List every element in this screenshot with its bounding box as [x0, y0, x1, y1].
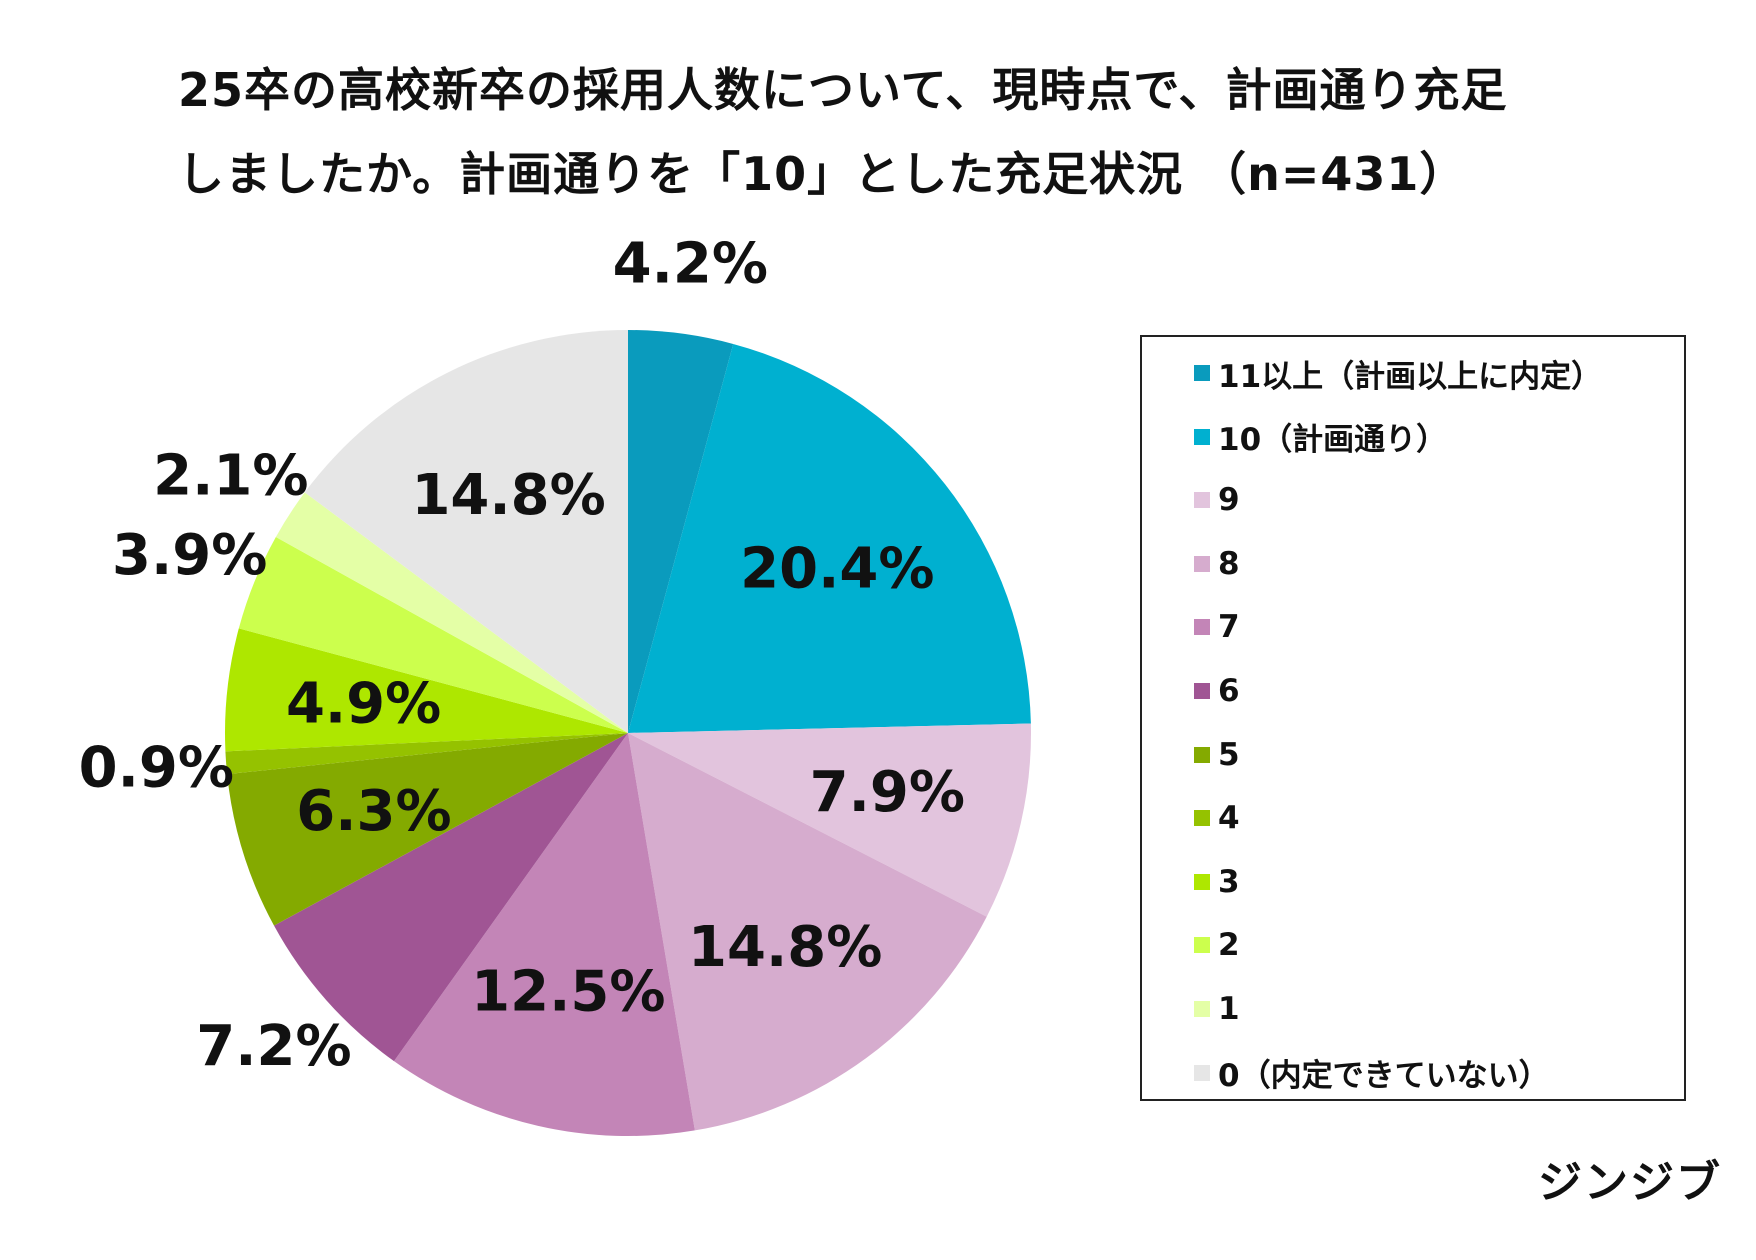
legend-item-6: 6 — [1194, 671, 1240, 711]
pie-slice-6 — [274, 733, 628, 1062]
legend-label-5: 7 — [1218, 609, 1240, 646]
chart-title-line-2: しましたか。計画通りを「10」とした充足状況 （n=431） — [178, 147, 1467, 201]
legend-swatch-5 — [1194, 619, 1210, 636]
legend-item-4: 8 — [1194, 544, 1240, 584]
legend-swatch-1 — [1194, 365, 1210, 381]
legend-item-5: 7 — [1194, 607, 1240, 647]
legend-swatch-3 — [1194, 492, 1210, 509]
legend-label-2: 10（計画通り） — [1218, 422, 1448, 459]
pie-slice-5 — [394, 733, 695, 1137]
chart-legend: 11以上（計画以上に内定） 10（計画通り） 9 8 7 6 5 4 3 2 1 0（内定できていない… — [1140, 335, 1686, 1101]
legend-swatch-9 — [1194, 873, 1210, 890]
data-label-12: 14.8% — [411, 463, 605, 528]
legend-label-7: 5 — [1218, 736, 1240, 773]
legend-swatch-4 — [1194, 555, 1210, 572]
chart-title-line-1: 25卒の高校新卒の採用人数について、現時点で、計画通り充足 — [178, 63, 1508, 117]
legend-label-4: 8 — [1218, 545, 1240, 582]
pie-slice-2 — [628, 343, 1031, 733]
legend-swatch-12 — [1194, 1064, 1210, 1081]
legend-item-11: 1 — [1194, 989, 1240, 1029]
legend-label-3: 9 — [1218, 482, 1240, 519]
legend-item-3: 9 — [1194, 480, 1240, 520]
legend-swatch-10 — [1194, 937, 1210, 954]
legend-swatch-2 — [1194, 428, 1210, 445]
legend-item-2: 10（計画通り） — [1194, 417, 1448, 459]
legend-swatch-11 — [1194, 1001, 1210, 1017]
legend-label-8: 4 — [1218, 800, 1240, 837]
legend-swatch-8 — [1194, 810, 1210, 827]
pie-slice-8 — [225, 733, 629, 775]
legend-item-1: 11以上（計画以上に内定） — [1194, 353, 1603, 395]
pie-data-labels: 4.2% 20.4% 7.9% 14.8% 12.5% 7.2% 6.3% 0.9% 4.9% 3… — [79, 232, 965, 1079]
legend-label-9: 3 — [1218, 863, 1240, 900]
legend-label-11: 1 — [1218, 991, 1240, 1027]
pie-slice-1 — [628, 330, 734, 733]
data-label-5: 12.5% — [471, 960, 665, 1025]
pie-slices — [225, 330, 1032, 1137]
legend-label-6: 6 — [1218, 673, 1240, 709]
data-label-9: 4.9% — [286, 672, 441, 737]
pie-slice-9 — [225, 628, 628, 752]
legend-item-12: 0（内定できていない） — [1194, 1053, 1550, 1095]
legend-item-9: 3 — [1194, 862, 1240, 902]
brand-logo: ジンジブ — [1538, 1157, 1722, 1208]
legend-swatch-7 — [1194, 746, 1210, 763]
data-label-10: 3.9% — [112, 523, 267, 588]
legend-item-8: 4 — [1194, 798, 1240, 838]
data-label-7: 6.3% — [296, 779, 451, 844]
legend-swatch-6 — [1194, 683, 1210, 699]
pie-slice-11 — [275, 492, 628, 733]
chart-title: 25卒の高校新卒の採用人数について、現時点で、計画通り充足 しましたか。計画通り… — [178, 48, 1658, 216]
data-label-11: 2.1% — [153, 444, 308, 509]
data-label-1: 4.2% — [613, 232, 768, 297]
data-label-8: 0.9% — [79, 735, 234, 800]
legend-label-10: 2 — [1218, 927, 1240, 964]
data-label-4: 14.8% — [688, 915, 882, 980]
data-label-6: 7.2% — [196, 1014, 351, 1079]
legend-item-10: 2 — [1194, 925, 1240, 965]
data-label-2: 20.4% — [740, 536, 934, 601]
data-label-3: 7.9% — [810, 760, 965, 825]
pie-slice-4 — [628, 733, 987, 1131]
pie-slice-12 — [304, 330, 628, 733]
legend-item-7: 5 — [1194, 735, 1240, 775]
pie-chart: 4.2% 20.4% 7.9% 14.8% 12.5% 7.2% 6.3% 0.9% 4.9% 3… — [79, 232, 1032, 1137]
pie-slice-10 — [238, 537, 628, 733]
legend-label-12: 0（内定できていない） — [1218, 1058, 1550, 1095]
legend-label-1: 11以上（計画以上に内定） — [1218, 358, 1603, 395]
pie-slice-7 — [227, 733, 628, 926]
pie-slice-3 — [628, 723, 1032, 917]
